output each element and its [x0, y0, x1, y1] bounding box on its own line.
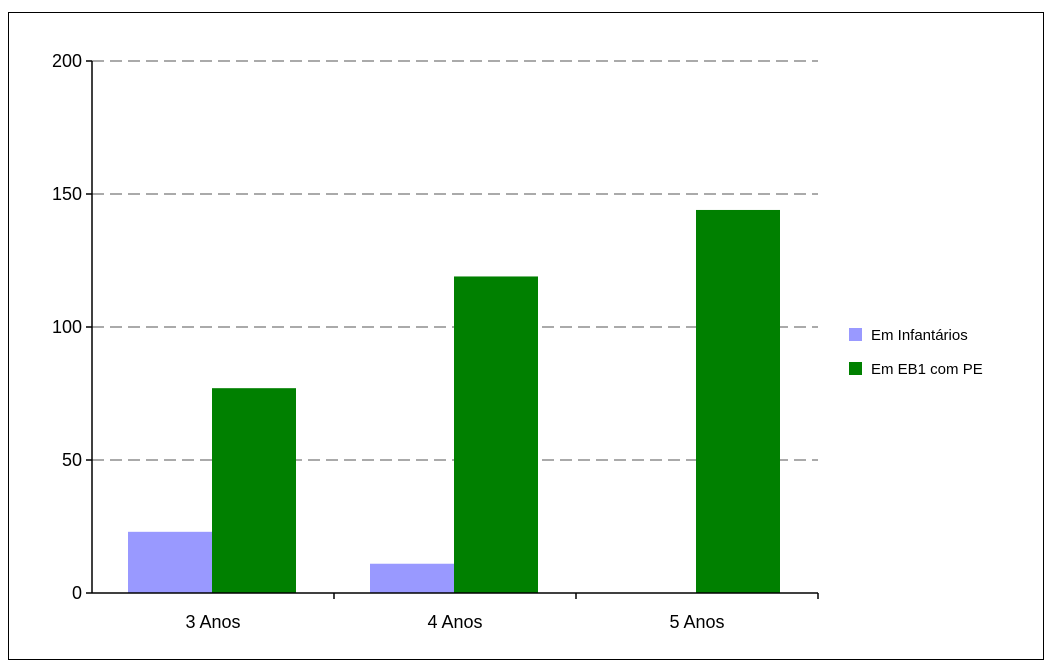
bar-eb1-2	[696, 209, 780, 593]
y-tick-label: 200	[52, 51, 82, 71]
x-tick-label: 3 Anos	[185, 612, 240, 632]
y-ticks: 0 50 100 150 200	[52, 51, 92, 603]
legend-swatch	[849, 328, 862, 341]
x-tick-label: 4 Anos	[427, 612, 482, 632]
bar-eb1-1	[454, 276, 538, 593]
bar-infantarios-1	[370, 563, 454, 593]
bar-infantarios-0	[128, 531, 212, 593]
x-tick-label: 5 Anos	[669, 612, 724, 632]
legend-label: Em Infantários	[871, 327, 968, 344]
y-tick-label: 0	[72, 583, 82, 603]
x-ticks: 3 Anos 4 Anos 5 Anos	[185, 593, 819, 632]
bar-eb1-0	[212, 388, 296, 593]
legend-swatch	[849, 362, 862, 375]
y-tick-label: 150	[52, 184, 82, 204]
legend-label: Em EB1 com PE	[871, 361, 983, 378]
y-tick-label: 50	[62, 450, 82, 470]
bars	[128, 209, 780, 593]
legend: Em Infantários Em EB1 com PE	[849, 327, 983, 378]
y-tick-label: 100	[52, 317, 82, 337]
